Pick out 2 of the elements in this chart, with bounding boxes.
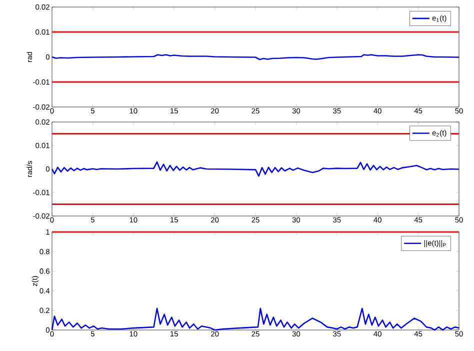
- line-series: [51, 161, 460, 177]
- line-series: [51, 308, 460, 331]
